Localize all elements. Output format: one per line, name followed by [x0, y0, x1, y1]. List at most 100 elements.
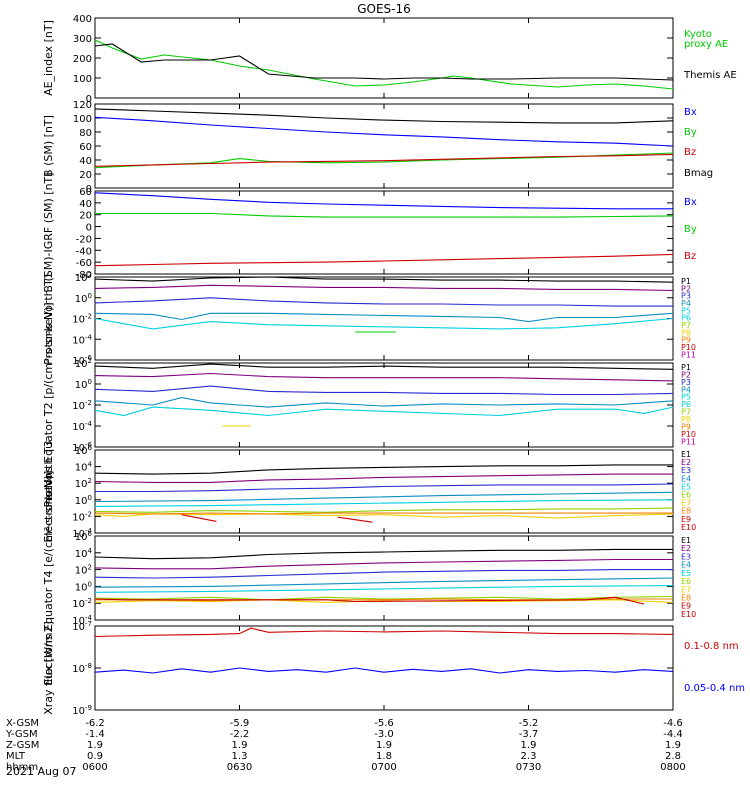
y-tick-label: 10-4	[72, 333, 92, 346]
series-e10	[337, 516, 373, 523]
y-tick-label: 10-2	[72, 510, 92, 523]
y-tick-label: 106	[75, 444, 93, 457]
y-tick-label: 20	[79, 211, 92, 222]
y-tick-label: 60	[79, 142, 92, 153]
legend-entry: P6	[681, 314, 691, 323]
series-bz	[94, 153, 674, 167]
series-e5	[94, 499, 674, 507]
series-p2	[94, 372, 674, 382]
y-tick-label: 40	[79, 156, 92, 167]
panel-xray: 10-7 10-8 10-9 Xray flux [W/m2] 0.1-0.8 nm 0.…	[42, 620, 745, 717]
y-tick-label: 100	[75, 494, 92, 507]
legend-entry: P8	[681, 328, 691, 337]
series-bx	[94, 116, 674, 147]
orbit-value: -2.2	[230, 729, 250, 740]
legend-entry: E7	[681, 585, 691, 594]
series-p3	[94, 297, 673, 307]
legend-entry: E2	[681, 544, 691, 553]
legend-entry: E6	[681, 491, 691, 500]
legend-entry: E7	[681, 499, 691, 508]
legend-entry: P10	[681, 343, 696, 352]
orbit-table: X-GSM -6.2 -5.9 -5.6 -5.2 -4.6 Y-GSM -1.4 -2.2 -3…	[5, 718, 686, 773]
y-tick-label: 102	[75, 357, 92, 370]
orbit-value: -5.9	[230, 718, 250, 729]
orbit-value: 1.9	[232, 740, 248, 751]
y-axis-label: Xray flux [W/m2]	[42, 621, 55, 715]
y-tick-label: 120	[73, 100, 92, 111]
orbit-value: 0730	[516, 762, 541, 773]
orbit-value: 0630	[227, 762, 252, 773]
legend-entry: P7	[681, 408, 691, 417]
legend-entry: E10	[681, 610, 696, 619]
y-tick-label: 106	[75, 530, 93, 543]
series-e8	[94, 512, 673, 515]
legend-entry: P3	[681, 378, 691, 387]
orbit-row-label: MLT	[6, 751, 26, 762]
legend-entry: P5	[681, 393, 691, 402]
series-e3	[95, 483, 674, 493]
legend-entry: E5	[681, 482, 691, 491]
series-p1	[94, 363, 674, 370]
series-e6	[94, 595, 674, 601]
legend-entry: P1	[681, 363, 691, 372]
legend-entry: P8	[681, 415, 691, 424]
y-tick-label: 60	[79, 187, 92, 198]
series-e9	[181, 514, 217, 522]
legend-entry: Bz	[684, 251, 696, 262]
y-axis-label: Electrons North T3	[42, 440, 55, 542]
panel-bsm: 120 100 80 60 40 20 0 B (SM) [nT] Bx By Bz Bmag	[42, 100, 713, 195]
legend-entry: By	[684, 127, 697, 138]
y-tick-label: -40	[76, 246, 92, 257]
orbit-value: 0700	[371, 762, 396, 773]
orbit-row-label: hhmm	[6, 762, 38, 773]
orbit-value: -5.6	[374, 718, 394, 729]
orbit-value: 1.3	[232, 751, 248, 762]
legend-entry: P2	[681, 284, 691, 293]
orbit-row-label: Y-GSM	[5, 729, 38, 740]
legend-entry: P3	[681, 292, 691, 301]
legend-entry: P11	[681, 437, 696, 446]
legend-entry: E8	[681, 593, 691, 602]
legend-entry: E10	[681, 523, 696, 532]
y-tick-label: 10-2	[72, 399, 92, 412]
legend-entry: P5	[681, 306, 691, 315]
y-tick-label: 10-8	[72, 662, 92, 675]
legend-entry: E3	[681, 466, 691, 475]
series-0-05-0-4-nm	[94, 667, 674, 674]
orbit-value: -6.2	[85, 718, 105, 729]
y-tick-label: -80	[76, 270, 92, 281]
legend-entry: E4	[681, 474, 691, 483]
series-by	[95, 212, 674, 218]
series-e9	[94, 596, 645, 605]
legend-entry: E4	[681, 561, 691, 570]
orbit-value: -3.7	[519, 729, 539, 740]
y-axis-label: Protons North T1	[42, 272, 55, 365]
legend-entry: P10	[681, 430, 696, 439]
y-tick-label: 0	[86, 94, 92, 105]
orbit-value: -4.6	[663, 718, 683, 729]
series-e1	[94, 464, 673, 475]
orbit-value: 0600	[82, 762, 107, 773]
orbit-value: 0800	[660, 762, 685, 773]
y-axis-label: B (SM) [nT]	[42, 115, 55, 177]
series-e7	[94, 513, 674, 519]
legend-entry: P1	[681, 277, 691, 286]
legend-entry: P2	[681, 370, 691, 379]
series-p2	[94, 284, 674, 292]
series-e2	[94, 558, 673, 570]
orbit-row-label: Z-GSM	[6, 740, 39, 751]
series-p5	[94, 406, 674, 417]
legend-entry: Bx	[684, 197, 697, 208]
y-tick-label: 10-2	[72, 597, 92, 610]
y-axis-label: AE_index [nT]	[42, 20, 55, 96]
y-tick-label: 80	[79, 128, 92, 139]
legend-entry: Themis AE	[683, 70, 737, 81]
series-e2	[94, 473, 673, 483]
series-themis-ae	[94, 43, 674, 81]
series-p4	[94, 397, 674, 408]
y-tick-label: 300	[73, 34, 92, 45]
legend-entry: P11	[681, 350, 696, 359]
